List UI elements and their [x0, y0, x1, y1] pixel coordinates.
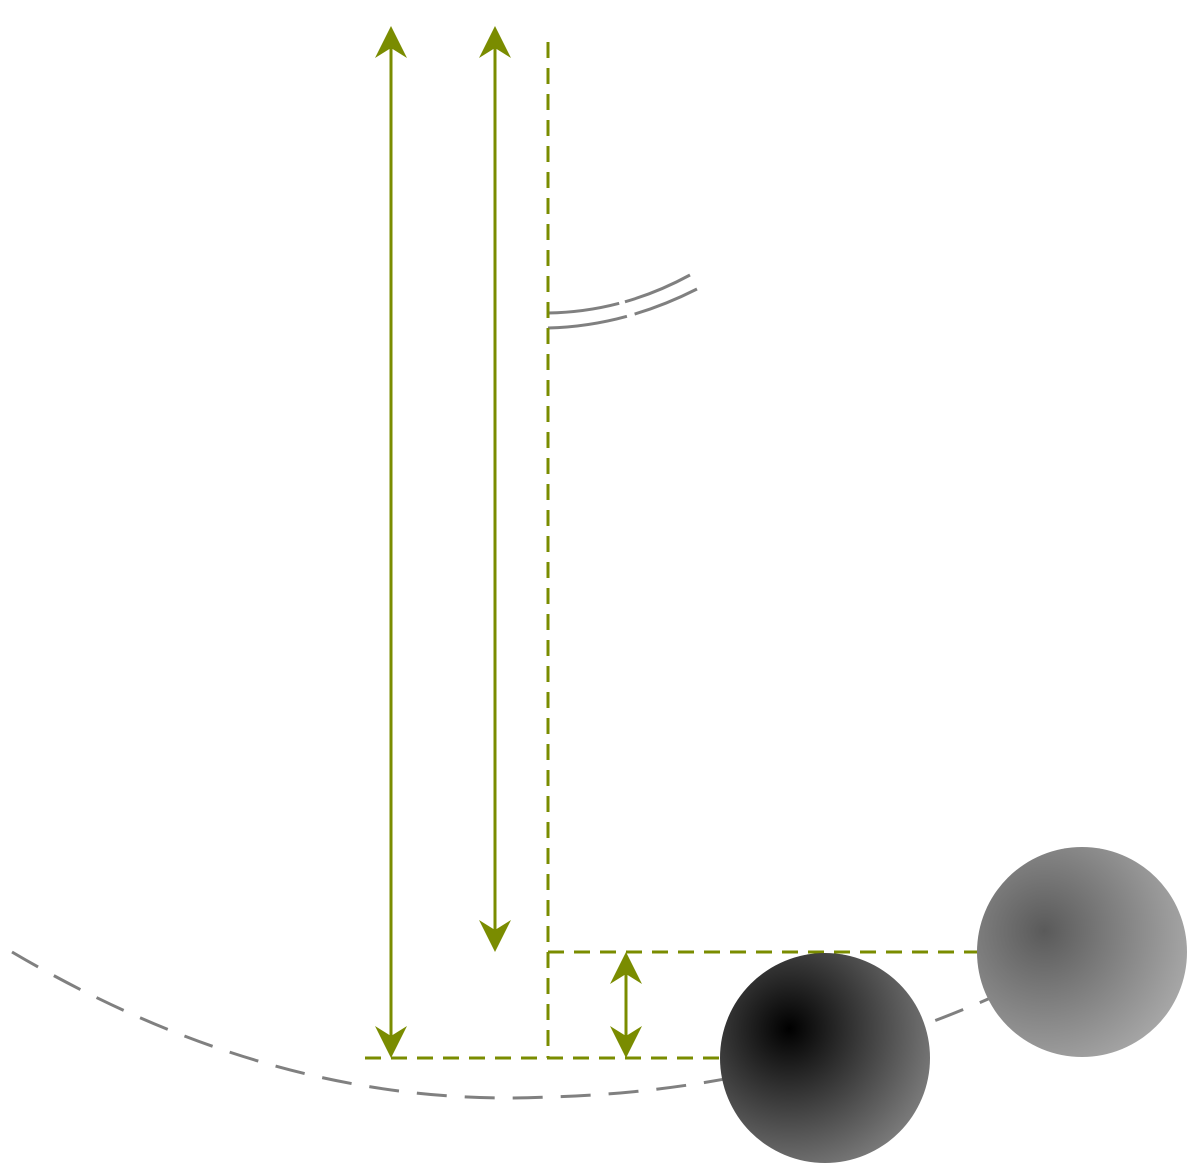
distance-arrow-top-head [479, 26, 511, 58]
bob-low-sphere [720, 953, 930, 1163]
vertical-distance-arrow [479, 26, 511, 952]
angle-arc-inner [547, 287, 698, 330]
length-dimension-arrow [375, 26, 407, 1058]
height-arrow-bottom-head [610, 1026, 642, 1058]
bob-high-sphere [977, 847, 1187, 1057]
height-arrow-top-head [610, 952, 642, 984]
height-dimension-arrow [610, 952, 642, 1058]
length-arrow-top-head [375, 26, 407, 58]
distance-arrow-bottom-head [479, 920, 511, 952]
length-arrow-bottom-head [375, 1026, 407, 1058]
angle-arc-outer [547, 273, 691, 315]
